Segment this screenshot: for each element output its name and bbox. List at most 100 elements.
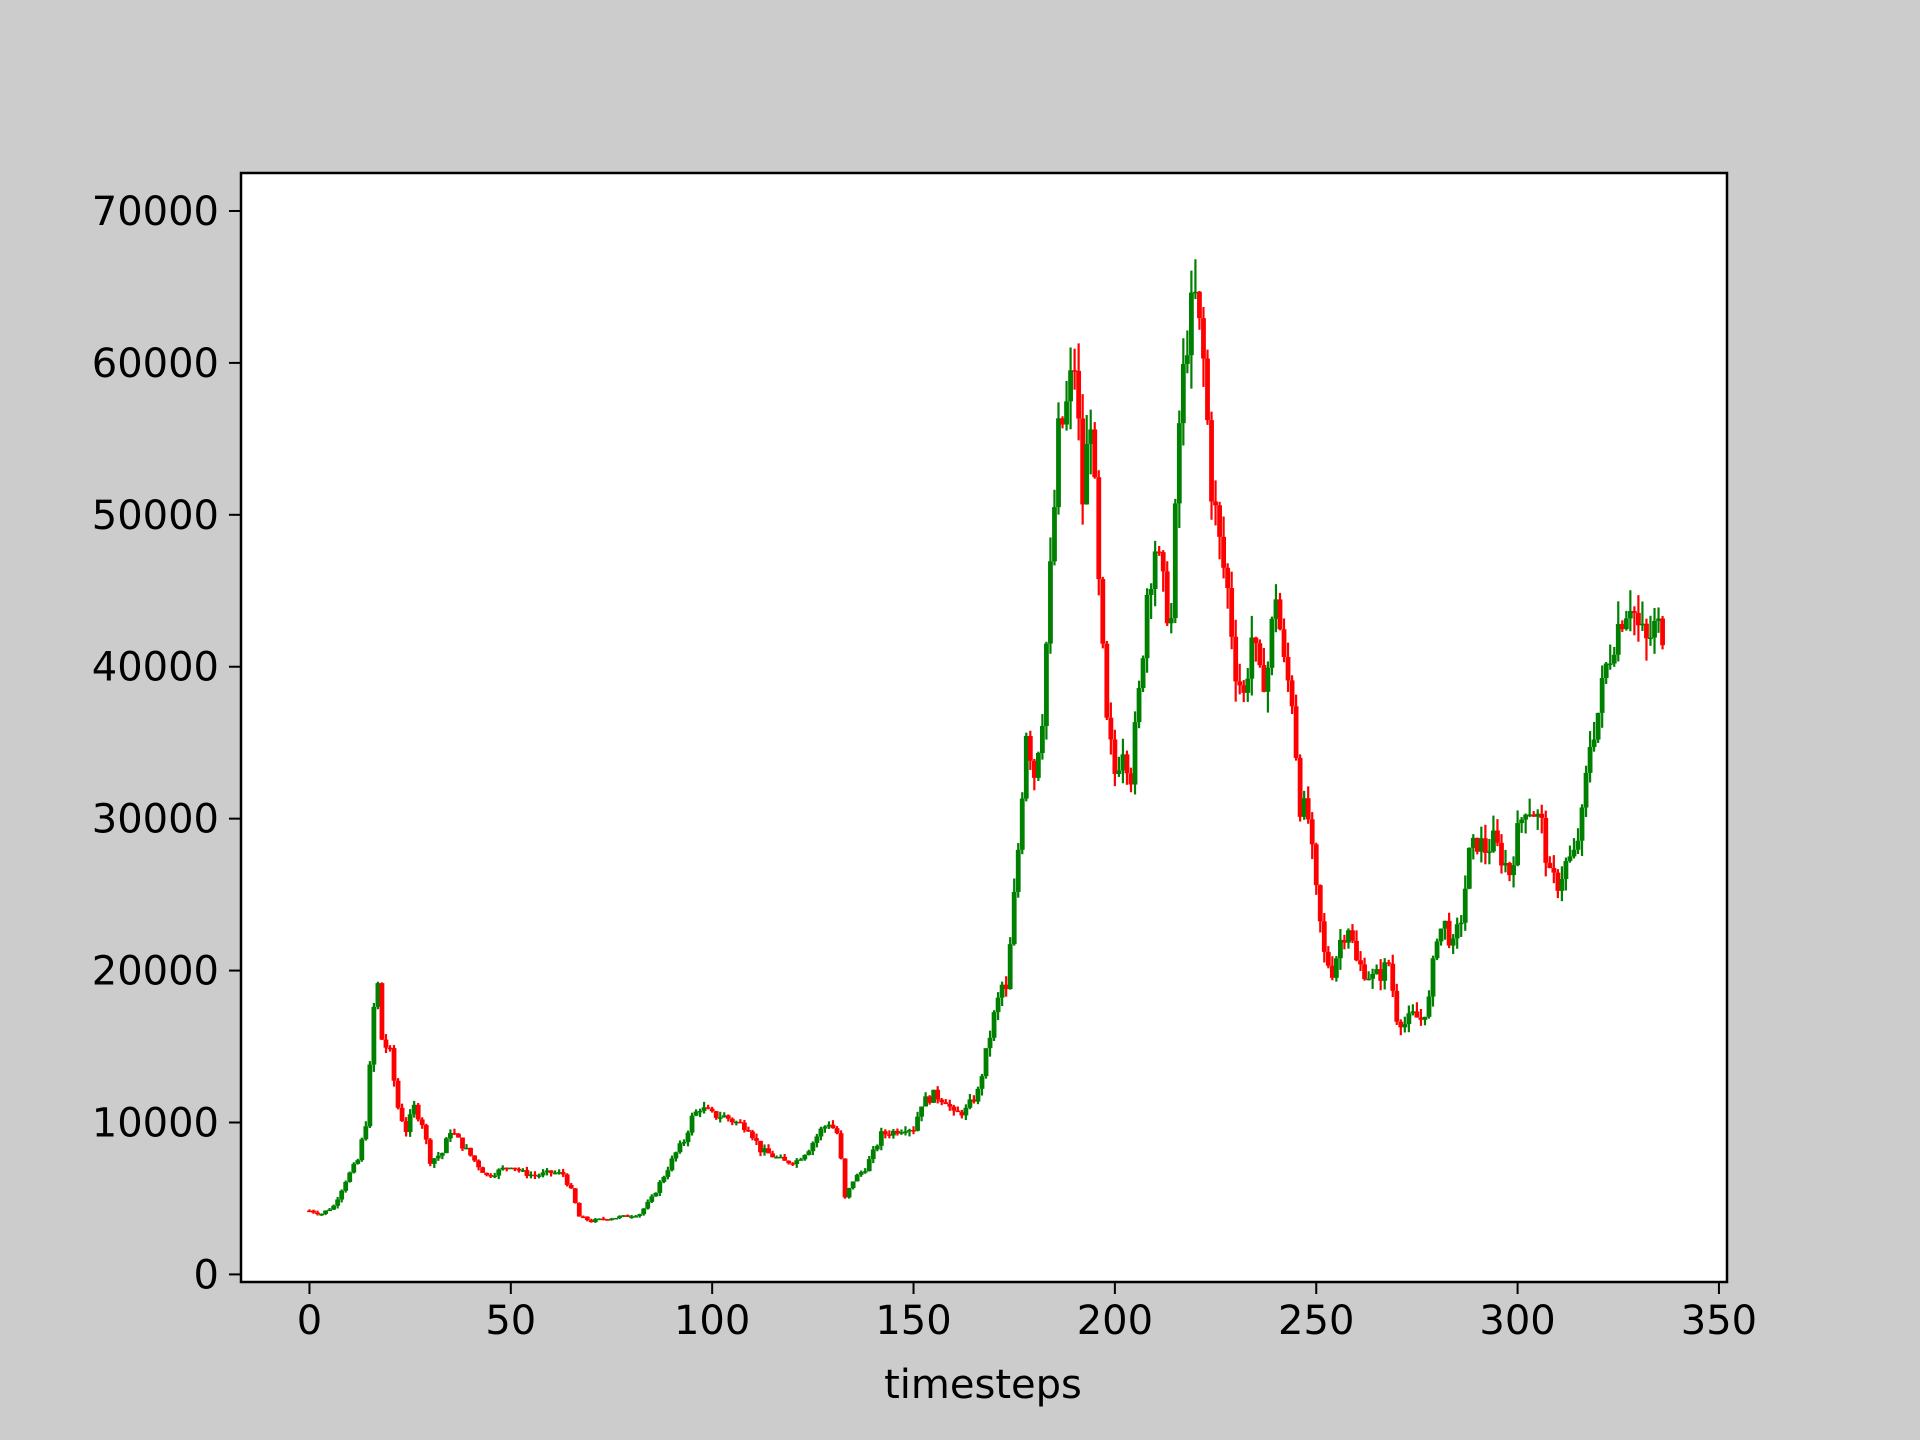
candle-body <box>391 1048 397 1081</box>
candle-body <box>907 1130 912 1132</box>
candle-body <box>1402 1024 1408 1028</box>
candle-body <box>1193 291 1198 294</box>
candle-body <box>737 1121 743 1124</box>
candle-body <box>1245 678 1251 693</box>
candle-body <box>504 1167 510 1170</box>
candle-body <box>508 1167 514 1170</box>
candle-body <box>741 1122 747 1130</box>
candle-body <box>1217 505 1222 537</box>
candle-body <box>983 1048 989 1077</box>
candle-body <box>874 1145 880 1150</box>
candle-body <box>645 1201 651 1209</box>
candle-body <box>520 1170 526 1172</box>
candle-body <box>870 1149 876 1160</box>
y-tick-label: 60000 <box>92 341 219 387</box>
candle-body <box>951 1106 957 1111</box>
candle-body <box>1567 856 1573 862</box>
candle-body <box>1144 594 1150 659</box>
candle-body <box>597 1218 602 1221</box>
candle-body <box>758 1140 763 1153</box>
candle-body <box>1253 637 1259 644</box>
candle-body <box>351 1163 357 1173</box>
candle-body <box>661 1176 667 1183</box>
candle-body <box>1003 984 1009 990</box>
candle-body <box>794 1160 800 1164</box>
candle-body <box>1317 885 1323 922</box>
candle-body <box>1418 1017 1424 1020</box>
candle-body <box>705 1107 711 1109</box>
candle-body <box>315 1212 320 1215</box>
candle-body <box>1386 962 1392 964</box>
candle-body <box>1031 760 1037 778</box>
candle-body <box>411 1104 417 1115</box>
x-tick-label: 250 <box>1278 1298 1354 1344</box>
candle-body <box>335 1199 341 1206</box>
candle-body <box>371 1006 377 1065</box>
candle-body <box>1607 663 1613 665</box>
candle-body <box>532 1174 538 1177</box>
candle-body <box>1172 503 1178 619</box>
candle-body <box>665 1170 671 1177</box>
candle-body <box>1301 798 1307 817</box>
candle-body <box>689 1115 695 1133</box>
candle-body <box>1503 863 1508 866</box>
candle-body <box>838 1133 844 1159</box>
candle-body <box>327 1209 332 1212</box>
candle-body <box>1446 920 1452 946</box>
candle-body <box>762 1148 767 1153</box>
candle-body <box>1430 958 1436 997</box>
candle-body <box>862 1171 868 1173</box>
candle-body <box>1478 838 1484 852</box>
candle-body <box>927 1096 933 1103</box>
candle-body <box>1406 1013 1412 1025</box>
x-tick-label: 150 <box>875 1298 951 1344</box>
candle-body <box>1603 663 1609 678</box>
candle-body <box>1631 611 1637 613</box>
candle-body <box>1148 589 1154 595</box>
candle-body <box>886 1134 892 1136</box>
candle-body <box>1241 685 1247 693</box>
candle-body <box>605 1219 610 1221</box>
candle-body <box>1523 814 1529 820</box>
candle-body <box>1434 941 1440 959</box>
candle-body <box>419 1119 425 1126</box>
candle-body <box>854 1174 860 1182</box>
candle-body <box>552 1172 558 1175</box>
candle-body <box>375 983 381 1007</box>
plot-area <box>241 173 1727 1282</box>
candle-body <box>1273 599 1279 619</box>
candle-body <box>544 1170 550 1173</box>
candle-body <box>693 1111 699 1116</box>
candle-body <box>1100 579 1106 644</box>
candle-body <box>1454 924 1460 939</box>
candle-body <box>460 1137 465 1149</box>
candle-body <box>866 1159 872 1172</box>
candle-body <box>1209 420 1214 502</box>
candle-body <box>1438 928 1444 942</box>
candle-body <box>1374 969 1380 974</box>
candle-body <box>1080 418 1086 505</box>
candle-body <box>1305 798 1311 820</box>
candle-body <box>931 1089 937 1103</box>
candle-body <box>746 1129 751 1132</box>
candle-body <box>935 1089 941 1100</box>
candle-body <box>355 1160 361 1164</box>
candle-body <box>1442 920 1448 929</box>
candle-body <box>319 1213 324 1216</box>
candle-body <box>911 1130 916 1132</box>
candle-body <box>1168 618 1174 624</box>
candle-body <box>1358 960 1363 965</box>
candle-body <box>343 1181 349 1191</box>
candle-body <box>1470 837 1476 848</box>
candle-body <box>1184 355 1190 364</box>
candle-body <box>766 1148 771 1154</box>
candle-body <box>814 1136 820 1143</box>
candle-body <box>516 1168 522 1171</box>
candle-body <box>959 1111 965 1116</box>
candle-body <box>1128 773 1134 785</box>
candle-body <box>1160 552 1166 572</box>
candle-body <box>584 1216 590 1221</box>
candle-body <box>1511 865 1516 876</box>
candle-body <box>572 1188 578 1204</box>
candle-body <box>717 1117 723 1119</box>
